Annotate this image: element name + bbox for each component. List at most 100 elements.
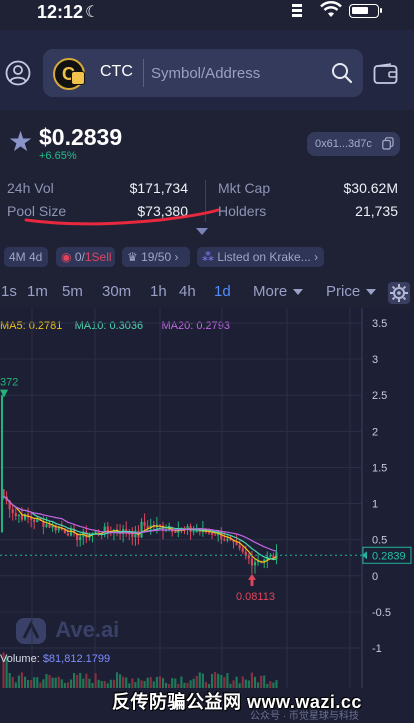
volume-bar bbox=[11, 676, 14, 688]
candle-body bbox=[149, 525, 152, 529]
interval-1d[interactable]: 1d bbox=[214, 283, 231, 300]
chevron-right-icon: › bbox=[174, 250, 179, 264]
sell-prefix: 0/ bbox=[74, 250, 85, 264]
age-tag[interactable]: 4M 4d bbox=[4, 247, 48, 267]
chart-plot: 3.5 3 2.5 2 1.5 1 0.5 0 -0.5 -1 372 0.2839 0.08113 bbox=[0, 308, 412, 688]
volume-bar bbox=[115, 672, 119, 688]
interval-5m[interactable]: 5m bbox=[62, 283, 83, 300]
interval-1m[interactable]: 1m bbox=[27, 283, 48, 300]
candle-body bbox=[97, 531, 100, 534]
mkt-cap-value: $30.62M bbox=[343, 180, 398, 196]
favorite-star-icon[interactable]: ★ bbox=[8, 126, 34, 157]
candle-body bbox=[60, 527, 63, 530]
token-symbol: CTC bbox=[100, 63, 133, 80]
vol-24h-value: $171,734 bbox=[129, 180, 188, 196]
current-price-pointer-icon bbox=[362, 551, 367, 560]
volume-bar bbox=[82, 678, 85, 688]
y-tick-label: 2 bbox=[372, 426, 378, 438]
volume-bar bbox=[128, 683, 131, 688]
rank-tag[interactable]: ♛ 19/50 › bbox=[122, 247, 190, 267]
profile-icon[interactable] bbox=[5, 60, 31, 86]
expand-stats-chevron-icon[interactable] bbox=[196, 228, 208, 235]
high-label: 372 bbox=[0, 377, 18, 389]
interval-4h[interactable]: 4h bbox=[179, 283, 196, 300]
candle-body bbox=[51, 524, 54, 528]
candle-body bbox=[36, 518, 39, 522]
pool-size-value: $73,380 bbox=[137, 203, 188, 219]
volume-bar bbox=[266, 683, 269, 688]
chart-settings-icon[interactable] bbox=[388, 282, 410, 304]
candle-body bbox=[253, 562, 257, 566]
volume-bar bbox=[48, 675, 51, 688]
volume-bar bbox=[51, 677, 54, 688]
volume-bar bbox=[33, 677, 36, 688]
price-dropdown[interactable]: Price bbox=[326, 283, 377, 300]
wallet-icon[interactable] bbox=[373, 63, 399, 85]
volume-bar bbox=[263, 675, 266, 688]
volume-bar bbox=[8, 672, 11, 688]
candle-body bbox=[272, 555, 275, 559]
watermark-text: Ave.ai bbox=[55, 616, 120, 642]
token-stats: 24h Vol $171,734 Pool Size $73,380 Mkt C… bbox=[0, 176, 414, 226]
interval-1s[interactable]: 1s bbox=[1, 283, 17, 300]
contract-address-button[interactable]: 0x61...3d7c bbox=[307, 132, 400, 156]
candle-body bbox=[226, 538, 229, 541]
sell-tax-tag[interactable]: ◉ 0/1Sell bbox=[56, 247, 115, 267]
candle-body bbox=[128, 533, 131, 535]
volume-bar bbox=[134, 682, 137, 688]
volume-bar bbox=[232, 680, 235, 688]
volume-bar bbox=[226, 673, 229, 688]
candle-body bbox=[69, 528, 73, 536]
volume-bar bbox=[152, 681, 155, 688]
volume-bar bbox=[63, 682, 66, 688]
current-price: $0.2839 bbox=[39, 124, 123, 150]
volume-prefix: Volume: bbox=[0, 653, 43, 665]
search-icon[interactable] bbox=[330, 61, 354, 85]
candle-body bbox=[8, 500, 11, 510]
listing-tag[interactable]: ⁂ Listed on Krake... › bbox=[197, 247, 324, 267]
candle-body bbox=[48, 524, 51, 528]
candle-body bbox=[232, 540, 235, 543]
volume-bar bbox=[198, 672, 201, 688]
interval-30m[interactable]: 30m bbox=[102, 283, 132, 300]
sim-icon bbox=[292, 4, 302, 17]
volume-bar bbox=[164, 682, 168, 688]
volume-bar bbox=[174, 678, 177, 688]
volume-bar bbox=[250, 672, 254, 688]
candle-body bbox=[269, 555, 272, 557]
volume-bar bbox=[26, 679, 30, 688]
candle-body bbox=[45, 524, 48, 527]
volume-bar bbox=[161, 678, 165, 688]
volume-bar bbox=[220, 674, 223, 688]
status-time: 12:12 bbox=[37, 2, 84, 22]
current-price-label: 0.2839 bbox=[372, 550, 406, 562]
volume-bar bbox=[275, 680, 278, 688]
low-label: 0.08113 bbox=[236, 591, 275, 603]
candle-body bbox=[263, 559, 266, 562]
exchange-icon: ⁂ bbox=[202, 250, 214, 264]
y-tick-label: -1 bbox=[372, 643, 382, 655]
volume-bar bbox=[54, 677, 57, 688]
price-chart[interactable]: MA5: 0.2781 MA10: 0.3036 MA20: 0.2793 Av… bbox=[0, 308, 414, 688]
search-input[interactable] bbox=[151, 58, 321, 88]
candle-body bbox=[247, 555, 250, 559]
crown-icon: ♛ bbox=[127, 250, 138, 264]
volume-bar bbox=[39, 682, 42, 688]
volume-bar bbox=[180, 676, 183, 688]
interval-1h[interactable]: 1h bbox=[150, 283, 167, 300]
volume-bar bbox=[109, 679, 112, 688]
volume-bar bbox=[69, 679, 73, 688]
more-dropdown[interactable]: More bbox=[253, 283, 304, 300]
search-box[interactable]: C CTC bbox=[43, 49, 363, 97]
volume-bar bbox=[168, 683, 171, 688]
candle-body bbox=[11, 509, 14, 513]
candle-body bbox=[103, 526, 106, 535]
candle-body bbox=[17, 514, 20, 517]
pool-size-label: Pool Size bbox=[7, 203, 67, 219]
volume-bar bbox=[192, 678, 195, 688]
candle-body bbox=[195, 531, 198, 533]
volume-bar bbox=[106, 683, 109, 688]
candle-body bbox=[146, 525, 149, 529]
volume-bar bbox=[158, 676, 162, 688]
volume-bar bbox=[207, 683, 211, 688]
